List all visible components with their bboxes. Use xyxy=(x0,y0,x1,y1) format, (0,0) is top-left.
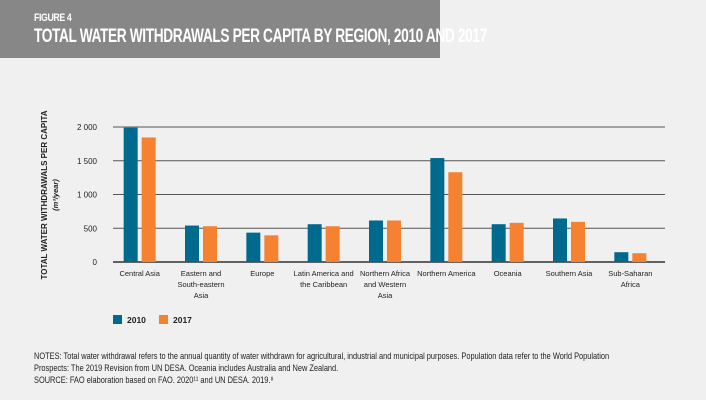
y-tick-label: 2 000 xyxy=(77,123,98,132)
bar-2017 xyxy=(141,137,156,262)
bar-2017 xyxy=(203,226,217,262)
legend-label: 2010 xyxy=(127,315,146,325)
title-banner: FIGURE 4 TOTAL WATER WITHDRAWALS PER CAP… xyxy=(0,0,487,58)
bar-2010 xyxy=(369,220,383,262)
x-tick-label: Latin America and xyxy=(294,269,354,278)
y-tick-label: 500 xyxy=(84,224,98,233)
bar-2017 xyxy=(264,235,279,262)
figure-label: FIGURE 4 xyxy=(34,12,72,24)
bar-2010 xyxy=(307,224,322,262)
x-tick-label: Europe xyxy=(250,269,274,278)
bar-2017 xyxy=(632,253,647,262)
y-axis-unit: (m³/year) xyxy=(51,179,60,211)
y-tick-label: 1 500 xyxy=(77,157,98,166)
x-tick-label: Sub-Saharan xyxy=(608,269,652,278)
bar-2017 xyxy=(387,220,401,262)
bar-chart: 0 500 1 000 1 500 2 000 TOTAL WATER WITHDRAWA… xyxy=(40,110,665,325)
bar-2010 xyxy=(123,127,138,262)
bar-2017 xyxy=(325,226,340,262)
chart-title: TOTAL WATER WITHDRAWALS PER CAPITA BY RE… xyxy=(34,26,487,47)
x-tick-label: Asia xyxy=(378,291,393,300)
x-tick-label: Northern Africa xyxy=(360,269,411,278)
x-tick-label: South-eastern xyxy=(177,280,224,289)
bar-2017 xyxy=(571,221,585,262)
x-tick-label: Central Asia xyxy=(119,269,160,278)
x-tick-label: Northern America xyxy=(417,269,476,278)
source-line: SOURCE: FAO elaboration based on FAO. 20… xyxy=(34,375,274,386)
notes: NOTES: Total water withdrawal refers to … xyxy=(34,351,666,387)
legend-label: 2017 xyxy=(173,315,192,325)
bar-2010 xyxy=(430,158,445,262)
x-tick-label: and Western xyxy=(364,280,406,289)
bar-2017 xyxy=(448,172,463,262)
x-tick-label: Southern Asia xyxy=(546,269,594,278)
bar-2010 xyxy=(553,218,567,262)
notes-line-2: Prospects: The 2019 Revision from UN DES… xyxy=(34,363,339,374)
x-tick-label: the Caribbean xyxy=(300,280,347,289)
bar-2017 xyxy=(509,222,524,262)
x-tick-label: Africa xyxy=(621,280,641,289)
x-tick-label: Oceania xyxy=(494,269,523,278)
legend-swatch-2017 xyxy=(159,315,168,324)
bar-2010 xyxy=(491,224,506,262)
bar-2010 xyxy=(614,252,629,262)
x-tick-label: Eastern and xyxy=(181,269,221,278)
bar-2010 xyxy=(246,232,261,262)
legend-swatch-2010 xyxy=(113,315,122,324)
x-tick-label: Asia xyxy=(194,291,209,300)
y-tick-label: 0 xyxy=(93,258,98,267)
y-axis-label: TOTAL WATER WITHDRAWALS PER CAPITA xyxy=(40,110,49,279)
y-tick-label: 1 000 xyxy=(77,191,98,200)
bar-2010 xyxy=(185,225,199,262)
notes-line-1: NOTES: Total water withdrawal refers to … xyxy=(34,351,610,362)
